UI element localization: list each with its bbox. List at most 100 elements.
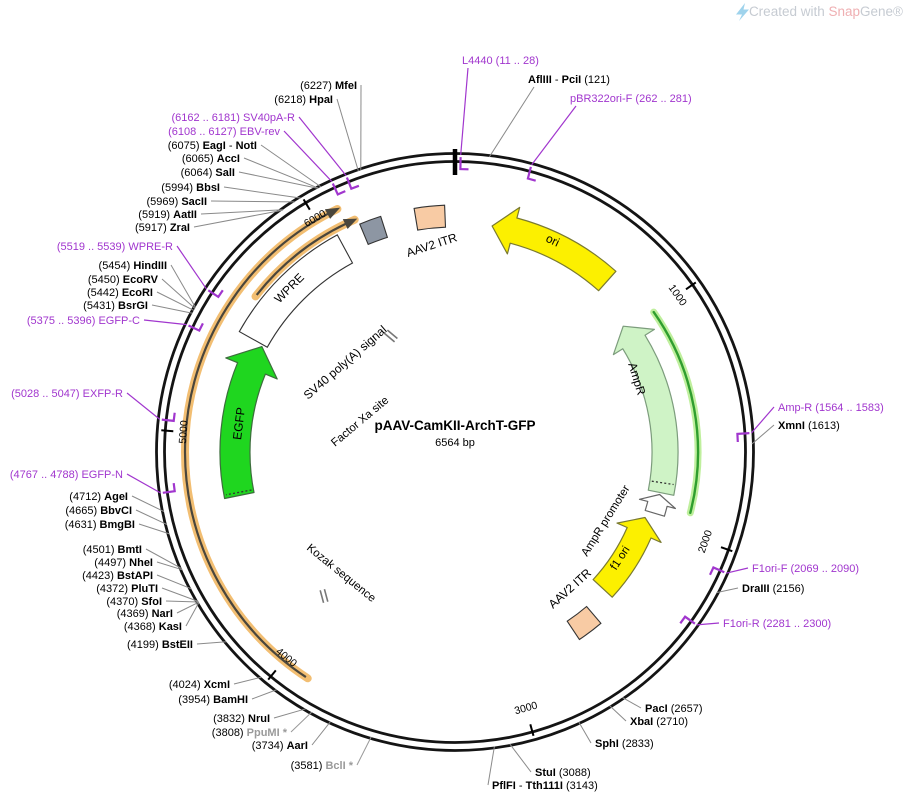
site-label-xmni[interactable]: XmnI (1613) <box>778 420 840 432</box>
plasmid-title: pAAV-CamKII-ArchT-GFP <box>374 418 535 433</box>
site-label-part: (5454) <box>99 260 134 272</box>
site-label-ecorv[interactable]: (5450) EcoRV <box>88 274 159 286</box>
site-label-sfoi[interactable]: (4370) SfoI <box>106 596 162 608</box>
site-label-amp-r[interactable]: Amp-R (1564 .. 1583) <box>778 402 884 414</box>
site-label-ecori[interactable]: (5442) EcoRI <box>87 287 153 299</box>
feature-ampr[interactable] <box>612 325 679 496</box>
feature-f1-ori[interactable] <box>592 516 662 598</box>
site-label-part: PciI <box>562 74 582 86</box>
site-label-bstapi[interactable]: (4423) BstAPI <box>82 570 153 582</box>
site-label-part: (121) <box>581 74 610 86</box>
site-label-part: (6064) <box>181 167 216 179</box>
feature-sv40-polyA-signal[interactable] <box>358 215 389 246</box>
kozak-label[interactable]: Kozak sequence <box>304 542 378 605</box>
site-label-wpre-r[interactable]: (5519 .. 5539) WPRE-R <box>57 241 173 253</box>
site-label-pbr322ori-f[interactable]: pBR322ori-F (262 .. 281) <box>570 93 692 105</box>
site-label-exfp-r[interactable]: (5028 .. 5047) EXFP-R <box>11 388 123 400</box>
bp-tick-label-5000: 5000 <box>177 420 191 444</box>
feature-ori[interactable] <box>491 206 617 292</box>
watermark-brand-gene: Gene® <box>860 4 903 19</box>
aav2-itr-bottom-label[interactable]: AAV2 ITR <box>546 566 595 612</box>
site-label-nrui[interactable]: (3832) NruI <box>213 713 270 725</box>
site-label-part: (4501) <box>83 544 118 556</box>
feature-aav2-itr-bottom[interactable] <box>566 605 602 641</box>
primer-tick-4778 <box>162 482 176 494</box>
site-label-bbvci[interactable]: (4665) BbvCI <box>65 505 132 517</box>
site-label-xbai[interactable]: XbaI (2710) <box>630 716 688 728</box>
site-label-mfei[interactable]: (6227) MfeI <box>300 80 357 92</box>
site-label-paci[interactable]: PacI (2657) <box>645 703 703 715</box>
site-label-aari[interactable]: (3734) AarI <box>252 740 308 752</box>
site-label-agei[interactable]: (4712) AgeI <box>69 491 128 503</box>
site-label-part: BmtI <box>118 544 142 556</box>
site-label-bbsi[interactable]: (5994) BbsI <box>161 182 220 194</box>
leader-ppumi- <box>290 711 313 733</box>
site-label-egfp-c[interactable]: (5375 .. 5396) EGFP-C <box>27 315 140 327</box>
feature-egfp-dotted-boundary <box>225 489 252 496</box>
site-label-hpai[interactable]: (6218) HpaI <box>274 94 333 106</box>
site-label-part: (3808) <box>212 727 247 739</box>
site-label-part: (4497) <box>94 557 129 569</box>
site-label-eagi[interactable]: (6075) EagI - NotI <box>168 140 257 152</box>
site-label-afliii[interactable]: AflIII - PciI (121) <box>528 74 610 86</box>
site-label-pluti[interactable]: (4372) PluTI <box>96 583 158 595</box>
feature-wpre[interactable] <box>238 234 354 348</box>
site-label-part: (2657) <box>668 703 703 715</box>
bp-tick-3000 <box>529 724 535 737</box>
leader-pbr322ori-f <box>531 105 577 166</box>
sv40-polyA-label[interactable]: SV40 poly(A) signal <box>301 323 390 403</box>
site-label-ebv-rev[interactable]: (6108 .. 6127) EBV-rev <box>168 126 280 138</box>
leader-bsrgi <box>151 304 193 314</box>
site-label-aatii[interactable]: (5919) AatII <box>138 209 197 221</box>
site-label-bsteii[interactable]: (4199) BstEII <box>127 639 193 651</box>
aav2-itr-top-label[interactable]: AAV2 ITR <box>405 230 460 260</box>
site-label-part: XbaI <box>630 716 653 728</box>
site-label-bamhi[interactable]: (3954) BamHI <box>178 694 248 706</box>
site-label-bsrgi[interactable]: (5431) BsrGI <box>83 300 148 312</box>
site-label-bmgbi[interactable]: (4631) BmgBI <box>65 519 135 531</box>
site-label-nhei[interactable]: (4497) NheI <box>94 557 153 569</box>
feature-ampr-gene-outline[interactable] <box>652 310 700 514</box>
site-label-sphi[interactable]: SphI (2833) <box>595 738 654 750</box>
site-label-hindiii[interactable]: (5454) HindIII <box>99 260 167 272</box>
egfp-label[interactable]: EGFP <box>230 406 248 440</box>
site-label-part: XmnI <box>778 420 805 432</box>
feature-ampr-promoter[interactable] <box>638 493 676 517</box>
site-label-pflfi[interactable]: PflFI - Tth111I (3143) <box>492 780 598 792</box>
site-label-stui[interactable]: StuI (3088) <box>535 767 591 779</box>
primer-tick-5529 <box>207 289 224 299</box>
feature-aav2-itr-top[interactable] <box>413 204 447 231</box>
leader-sv40pa-r <box>298 116 347 177</box>
site-label-part: NruI <box>248 713 270 725</box>
site-label-part: (6065) <box>182 153 217 165</box>
site-label-bcli-[interactable]: (3581) BclI * <box>291 760 354 772</box>
site-label-part: (3832) <box>213 713 248 725</box>
site-label-nari[interactable]: (4369) NarI <box>117 608 173 620</box>
feature-egfp[interactable] <box>219 346 278 500</box>
site-label-part: (4631) <box>65 519 100 531</box>
site-label-ppumi-[interactable]: (3808) PpuMI * <box>212 727 288 739</box>
site-label-sv40pa-r[interactable]: (6162 .. 6181) SV40pA-R <box>171 112 295 124</box>
site-label-bmti[interactable]: (4501) BmtI <box>83 544 142 556</box>
site-label-f1ori-r[interactable]: F1ori-R (2281 .. 2300) <box>723 618 831 630</box>
site-label-zrai[interactable]: (5917) ZraI <box>135 222 190 234</box>
ori-label[interactable]: ori <box>544 231 562 249</box>
leader-sphi <box>578 721 592 744</box>
site-label-sali[interactable]: (6064) SalI <box>181 167 235 179</box>
feature-cassette-arrow-outer-head <box>324 207 341 219</box>
site-label-part: (4369) <box>117 608 152 620</box>
site-label-l4440[interactable]: L4440 (11 .. 28) <box>462 55 539 67</box>
site-label-part: EGFP-C <box>98 315 140 327</box>
site-label-sacii[interactable]: (5969) SacII <box>146 196 207 208</box>
site-label-xcmi[interactable]: (4024) XcmI <box>169 679 230 691</box>
leader-agei <box>131 495 165 513</box>
site-label-f1ori-f[interactable]: F1ori-F (2069 .. 2090) <box>752 563 859 575</box>
site-label-part: EagI <box>203 140 226 152</box>
bp-tick-6000 <box>302 198 311 211</box>
site-label-kasi[interactable]: (4368) KasI <box>124 621 182 633</box>
site-label-egfp-n[interactable]: (4767 .. 4788) EGFP-N <box>10 469 123 481</box>
site-label-part: PluTI <box>131 583 158 595</box>
site-label-draiii[interactable]: DraIII (2156) <box>742 583 804 595</box>
site-label-acci[interactable]: (6065) AccI <box>182 153 240 165</box>
